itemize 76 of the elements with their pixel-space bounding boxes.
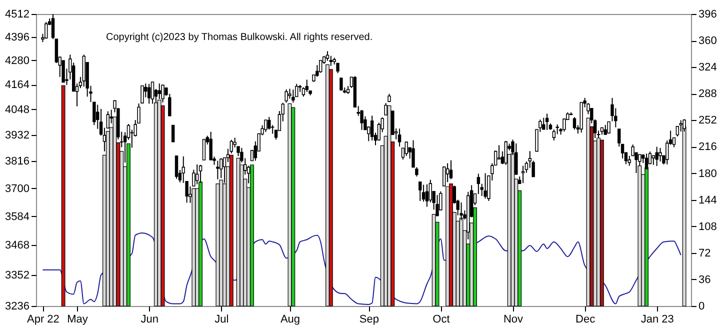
y-tick-label: 3932 (5, 129, 30, 142)
y-tick-label: 4512 (5, 8, 30, 20)
candlestick (340, 77, 343, 92)
candlestick (209, 131, 212, 161)
y-tick-label: 3700 (5, 182, 30, 195)
x-tick-label: Dec (576, 314, 596, 326)
x-tick-label: Jan 23 (640, 314, 674, 326)
x-tick-label: Apr 22 (27, 314, 60, 326)
candlestick (521, 165, 525, 184)
y-tick-label: 3468 (5, 240, 30, 252)
candlestick (545, 113, 549, 130)
candlestick (658, 147, 662, 162)
candlestick (428, 179, 432, 203)
candlestick (284, 88, 288, 104)
y2-tick-label: 396 (698, 8, 717, 20)
candlestick (62, 60, 65, 83)
annotation: Copyright (c)2023 by Thomas Bulkowski. All rights reserved. (106, 32, 373, 43)
y2-tick-label: 216 (698, 141, 717, 154)
candlestick (147, 83, 151, 104)
candlestick (288, 88, 292, 100)
candlestick (370, 115, 374, 141)
y-tick-label: 4164 (5, 79, 30, 92)
candlestick (422, 184, 426, 202)
y-tick-label: 3584 (5, 210, 30, 223)
candlestick (264, 119, 268, 132)
candlestick (398, 128, 402, 148)
candlestick (268, 116, 271, 130)
candlestick (484, 172, 487, 200)
y2-tick-label: 72 (698, 247, 711, 260)
candlestick (604, 124, 607, 136)
x-tick-label: Aug (280, 314, 300, 326)
x-tick-label: Oct (432, 314, 450, 326)
candlestick (92, 101, 96, 126)
candlestick (404, 142, 408, 156)
y2-tick-label: 288 (698, 88, 717, 100)
candlestick (446, 162, 450, 183)
candlestick (425, 184, 429, 208)
y2-tick-label: 360 (698, 35, 717, 48)
candlestick (360, 109, 364, 130)
y2-tick-label: 252 (698, 114, 717, 127)
candlestick (655, 146, 658, 167)
x-tick-label: Jun (140, 314, 158, 326)
candlestick (319, 60, 322, 74)
candlestick (631, 144, 634, 156)
candlestick (556, 124, 559, 135)
candlestick (442, 166, 446, 186)
candlestick (216, 160, 220, 180)
candlestick (449, 160, 453, 180)
candlestick (140, 85, 144, 104)
x-tick-label: Nov (503, 314, 524, 326)
y-tick-label: 4280 (5, 54, 30, 67)
y2-tick-label: 144 (698, 194, 717, 206)
candlestick (628, 155, 631, 166)
y-tick-label: 3816 (5, 156, 30, 168)
y2-tick-label: 180 (698, 168, 717, 180)
y-tick-label: 4396 (5, 31, 30, 44)
candlestick (44, 22, 48, 39)
candlestick (305, 79, 308, 92)
y2-tick-label: 108 (698, 220, 717, 233)
y2-tick-label: 324 (698, 62, 717, 74)
candlestick (292, 89, 295, 104)
y-tick-label: 3352 (5, 270, 30, 282)
candlestick (572, 116, 576, 130)
x-tick-label: Sep (359, 314, 379, 326)
y-tick-label: 4048 (5, 104, 30, 116)
candlestick (607, 121, 610, 134)
candlestick (652, 155, 656, 166)
x-tick-label: May (67, 314, 88, 326)
candlestick (202, 138, 206, 161)
x-tick-label: Jul (214, 314, 229, 326)
y-tick-label: 3236 (5, 300, 30, 312)
candlestick (418, 181, 422, 202)
candlestick (171, 124, 175, 143)
y2-tick-label: 36 (698, 274, 711, 286)
candlestick (174, 155, 178, 180)
y2-tick-label: 0 (698, 300, 705, 312)
